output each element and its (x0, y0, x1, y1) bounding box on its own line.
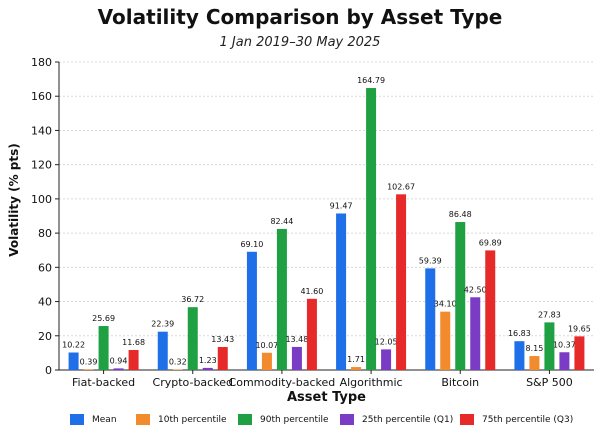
bar (336, 213, 347, 370)
y-tick-label: 60 (38, 261, 52, 274)
bar (157, 331, 168, 370)
legend-swatch (70, 414, 84, 425)
bar (217, 347, 228, 370)
bar-value-label: 10.22 (62, 341, 85, 350)
bar-value-label: 1.71 (347, 355, 365, 364)
legend-item: 75th percentile (Q3) (460, 414, 573, 425)
chart-subtitle: 1 Jan 2019–30 May 2025 (219, 35, 381, 50)
bar-value-label: 34.10 (434, 300, 457, 309)
bar-value-label: 12.05 (375, 337, 398, 346)
legend-item: 10th percentile (136, 414, 227, 425)
bar (396, 194, 407, 370)
bar (381, 349, 392, 370)
bar (261, 352, 272, 370)
bar (514, 341, 525, 370)
bar-value-label: 10.37 (553, 340, 576, 349)
bar-value-label: 13.43 (211, 335, 234, 344)
legend-swatch (136, 414, 150, 425)
chart-title: Volatility Comparison by Asset Type (97, 5, 503, 29)
bar (83, 369, 94, 370)
bar-value-label: 25.69 (92, 314, 115, 323)
bar-value-label: 41.60 (300, 287, 323, 296)
bar-value-label: 69.10 (240, 240, 263, 249)
bar-value-label: 13.48 (285, 335, 308, 344)
bar-value-label: 19.65 (568, 324, 591, 333)
bar (559, 352, 570, 370)
bar (246, 251, 257, 370)
bar (202, 367, 213, 370)
legend-label: 90th percentile (260, 414, 329, 425)
x-tick-label: Commodity-backed (229, 376, 336, 389)
legend-label: 75th percentile (Q3) (482, 414, 574, 425)
y-tick-label: 180 (31, 56, 52, 69)
bar-value-label: 86.48 (449, 210, 472, 219)
bar-value-label: 102.67 (387, 182, 415, 191)
bar (68, 352, 79, 370)
legend-swatch (238, 414, 252, 425)
bar-value-label: 36.72 (181, 295, 204, 304)
bar (113, 368, 124, 370)
bar-value-label: 0.94 (110, 356, 128, 365)
y-tick-label: 40 (38, 296, 52, 309)
legend-swatch (460, 414, 474, 425)
x-tick-label: Algorithmic (340, 376, 403, 389)
bar (98, 326, 109, 370)
legend-item: 25th percentile (Q1) (340, 414, 453, 425)
y-tick-label: 100 (31, 193, 52, 206)
bar (128, 350, 139, 370)
bar (574, 336, 585, 370)
bar-value-label: 1.23 (199, 356, 217, 365)
legend-label: 25th percentile (Q1) (362, 414, 454, 425)
bar (544, 322, 555, 370)
bar-value-label: 10.07 (255, 341, 278, 350)
bar (425, 268, 436, 370)
legend-label: 10th percentile (158, 414, 227, 425)
x-axis-label: Asset Type (286, 390, 366, 405)
bar-value-label: 82.44 (270, 217, 293, 226)
bar-value-label: 0.32 (169, 357, 187, 366)
y-tick-label: 120 (31, 159, 52, 172)
bar-value-label: 11.68 (122, 338, 145, 347)
bar (455, 222, 466, 370)
bar (276, 228, 287, 370)
y-tick-label: 20 (38, 330, 52, 343)
legend: Mean 10th percentile 90th percentile 25th p… (70, 414, 590, 432)
y-tick-label: 140 (31, 124, 52, 137)
bar (291, 346, 302, 370)
y-tick-label: 160 (31, 90, 52, 103)
y-tick-label: 0 (45, 364, 52, 377)
bar-value-label: 8.15 (526, 344, 544, 353)
x-tick-label: S&P 500 (526, 376, 573, 389)
y-tick-label: 80 (38, 227, 52, 240)
bar-value-label: 42.50 (464, 285, 487, 294)
bar (306, 298, 317, 370)
bar (529, 356, 540, 370)
legend-swatch (340, 414, 354, 425)
x-tick-label: Crypto-backed (153, 376, 233, 389)
bar (172, 369, 183, 370)
bar (485, 250, 496, 370)
bar (470, 297, 481, 370)
bar (366, 88, 377, 370)
bar (187, 307, 198, 370)
legend-item: Mean (70, 414, 117, 425)
legend-item: 90th percentile (238, 414, 329, 425)
bar-value-label: 27.83 (538, 310, 561, 319)
bar (351, 367, 362, 370)
legend-label: Mean (92, 414, 117, 425)
bar-value-label: 91.47 (330, 201, 353, 210)
bar-value-label: 164.79 (357, 76, 385, 85)
bar-value-label: 0.39 (80, 357, 98, 366)
x-tick-label: Bitcoin (441, 376, 479, 389)
bar (440, 311, 451, 370)
bar-value-label: 16.83 (508, 329, 531, 338)
bar-value-label: 69.89 (479, 238, 502, 247)
bar-value-label: 22.39 (151, 320, 174, 329)
bar-value-label: 59.39 (419, 256, 442, 265)
x-tick-label: Fiat-backed (72, 376, 135, 389)
